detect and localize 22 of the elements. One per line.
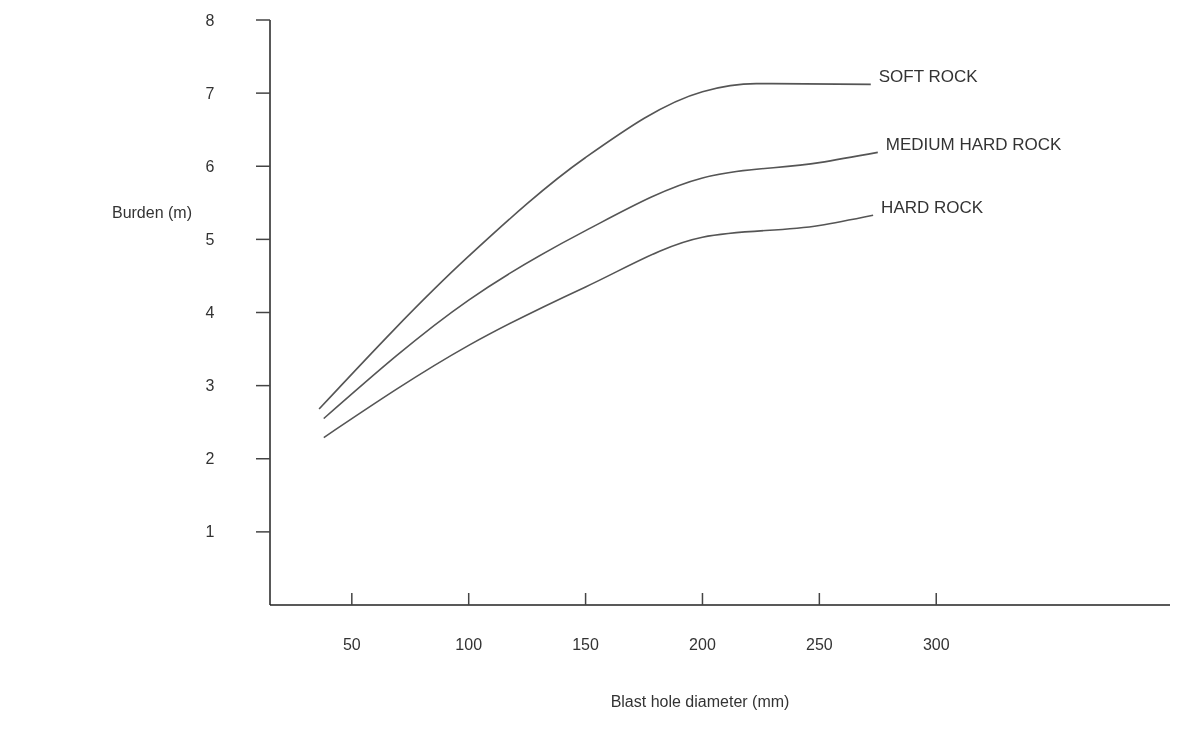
x-tick-label: 100	[455, 636, 483, 653]
y-tick-label: 6	[205, 157, 215, 175]
line-series	[322, 214, 874, 439]
y-tick-label: 2	[205, 450, 215, 468]
series-label: MEDIUM HARD ROCK	[885, 135, 1063, 155]
y-tick-label: 5	[205, 230, 215, 248]
series-label: HARD ROCK	[881, 198, 984, 218]
y-tick-label: 8	[205, 11, 215, 29]
x-tick-label: 250	[806, 636, 833, 653]
x-tick-label: 150	[572, 636, 600, 653]
y-tick-label: 7	[205, 84, 215, 102]
line-series	[318, 82, 872, 410]
y-tick-label: 4	[205, 304, 215, 322]
x-tick-label: 300	[922, 636, 950, 653]
line-series	[322, 151, 879, 420]
x-tick-label: 200	[689, 636, 716, 653]
x-axis-title: Blast hole diameter (mm)	[610, 693, 790, 710]
y-tick-label: 3	[205, 377, 215, 395]
y-axis-title: Burden (m)	[111, 204, 192, 221]
x-tick-label: 50	[342, 636, 361, 653]
series-label: SOFT ROCK	[878, 67, 979, 87]
y-tick-label: 1	[205, 523, 215, 541]
